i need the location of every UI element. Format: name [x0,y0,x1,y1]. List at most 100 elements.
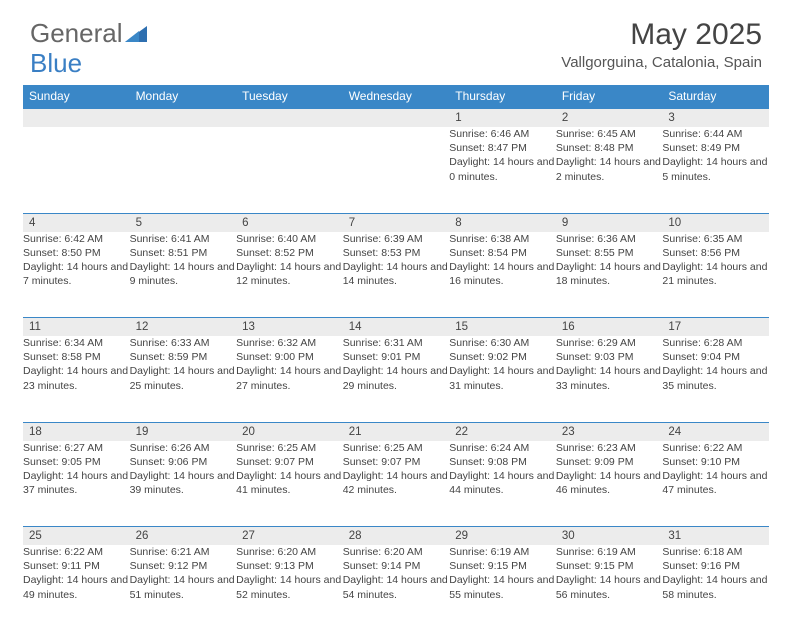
daylight-text: Daylight: 14 hours and 55 minutes. [449,573,556,601]
day-number-cell: 17 [662,318,769,337]
sunset-text: Sunset: 9:01 PM [343,350,450,364]
sunrise-text: Sunrise: 6:41 AM [130,232,237,246]
day-number-cell [23,108,130,127]
daylight-text: Daylight: 14 hours and 0 minutes. [449,155,556,183]
sunrise-text: Sunrise: 6:44 AM [662,127,769,141]
day-detail-cell: Sunrise: 6:26 AMSunset: 9:06 PMDaylight:… [130,441,237,527]
day-number-cell: 21 [343,422,450,441]
day-number-cell: 1 [449,108,556,127]
sunrise-text: Sunrise: 6:35 AM [662,232,769,246]
day-number-cell: 20 [236,422,343,441]
month-title: May 2025 [561,18,762,52]
day-number-cell: 26 [130,527,237,546]
day-number-cell: 24 [662,422,769,441]
daylight-text: Daylight: 14 hours and 46 minutes. [556,469,663,497]
weekday-header: Monday [130,85,237,108]
sunrise-text: Sunrise: 6:18 AM [662,545,769,559]
daylight-text: Daylight: 14 hours and 41 minutes. [236,469,343,497]
logo-text-general: General [30,18,123,49]
day-number-cell: 19 [130,422,237,441]
daylight-text: Daylight: 14 hours and 54 minutes. [343,573,450,601]
sunrise-text: Sunrise: 6:23 AM [556,441,663,455]
sunset-text: Sunset: 8:51 PM [130,246,237,260]
day-number-cell: 30 [556,527,663,546]
day-detail-cell [236,127,343,213]
daylight-text: Daylight: 14 hours and 52 minutes. [236,573,343,601]
daylight-text: Daylight: 14 hours and 2 minutes. [556,155,663,183]
sunset-text: Sunset: 9:03 PM [556,350,663,364]
sunset-text: Sunset: 9:16 PM [662,559,769,573]
sunset-text: Sunset: 9:09 PM [556,455,663,469]
day-number-cell: 14 [343,318,450,337]
logo-triangle-icon [125,24,147,44]
day-detail-cell: Sunrise: 6:30 AMSunset: 9:02 PMDaylight:… [449,336,556,422]
sunset-text: Sunset: 9:12 PM [130,559,237,573]
sunrise-text: Sunrise: 6:38 AM [449,232,556,246]
daylight-text: Daylight: 14 hours and 58 minutes. [662,573,769,601]
day-number-cell: 16 [556,318,663,337]
sunset-text: Sunset: 8:49 PM [662,141,769,155]
sunrise-text: Sunrise: 6:29 AM [556,336,663,350]
sunrise-text: Sunrise: 6:25 AM [343,441,450,455]
day-detail-row: Sunrise: 6:27 AMSunset: 9:05 PMDaylight:… [23,441,769,527]
sunset-text: Sunset: 8:53 PM [343,246,450,260]
sunset-text: Sunset: 9:06 PM [130,455,237,469]
sunrise-text: Sunrise: 6:32 AM [236,336,343,350]
day-number-cell: 4 [23,213,130,232]
day-detail-cell: Sunrise: 6:35 AMSunset: 8:56 PMDaylight:… [662,232,769,318]
day-detail-cell: Sunrise: 6:31 AMSunset: 9:01 PMDaylight:… [343,336,450,422]
sunset-text: Sunset: 8:48 PM [556,141,663,155]
day-number-cell: 2 [556,108,663,127]
sunrise-text: Sunrise: 6:24 AM [449,441,556,455]
day-number-cell: 9 [556,213,663,232]
daylight-text: Daylight: 14 hours and 31 minutes. [449,364,556,392]
day-number-cell [343,108,450,127]
weekday-row: SundayMondayTuesdayWednesdayThursdayFrid… [23,85,769,108]
weekday-header: Friday [556,85,663,108]
day-number-cell: 8 [449,213,556,232]
sunrise-text: Sunrise: 6:20 AM [236,545,343,559]
day-detail-cell: Sunrise: 6:19 AMSunset: 9:15 PMDaylight:… [556,545,663,631]
sunrise-text: Sunrise: 6:46 AM [449,127,556,141]
day-number-cell [130,108,237,127]
sunset-text: Sunset: 9:07 PM [343,455,450,469]
sunset-text: Sunset: 9:05 PM [23,455,130,469]
sunrise-text: Sunrise: 6:26 AM [130,441,237,455]
weekday-header: Thursday [449,85,556,108]
daylight-text: Daylight: 14 hours and 21 minutes. [662,260,769,288]
sunrise-text: Sunrise: 6:31 AM [343,336,450,350]
daylight-text: Daylight: 14 hours and 29 minutes. [343,364,450,392]
day-detail-cell: Sunrise: 6:18 AMSunset: 9:16 PMDaylight:… [662,545,769,631]
daylight-text: Daylight: 14 hours and 18 minutes. [556,260,663,288]
sunrise-text: Sunrise: 6:19 AM [556,545,663,559]
sunset-text: Sunset: 9:00 PM [236,350,343,364]
sunrise-text: Sunrise: 6:34 AM [23,336,130,350]
sunrise-text: Sunrise: 6:42 AM [23,232,130,246]
sunset-text: Sunset: 9:11 PM [23,559,130,573]
sunset-text: Sunset: 8:54 PM [449,246,556,260]
sunrise-text: Sunrise: 6:40 AM [236,232,343,246]
daylight-text: Daylight: 14 hours and 12 minutes. [236,260,343,288]
sunset-text: Sunset: 8:50 PM [23,246,130,260]
daylight-text: Daylight: 14 hours and 42 minutes. [343,469,450,497]
sunrise-text: Sunrise: 6:33 AM [130,336,237,350]
sunset-text: Sunset: 8:58 PM [23,350,130,364]
weekday-header: Tuesday [236,85,343,108]
day-number-cell: 11 [23,318,130,337]
day-number-cell: 23 [556,422,663,441]
day-number-cell: 15 [449,318,556,337]
daylight-text: Daylight: 14 hours and 14 minutes. [343,260,450,288]
sunset-text: Sunset: 9:07 PM [236,455,343,469]
sunrise-text: Sunrise: 6:30 AM [449,336,556,350]
day-number-cell: 25 [23,527,130,546]
day-detail-row: Sunrise: 6:42 AMSunset: 8:50 PM Daylight:… [23,232,769,318]
day-number-row: 45678910 [23,213,769,232]
daylight-text: Daylight: 14 hours and 27 minutes. [236,364,343,392]
title-block: May 2025 Vallgorguina, Catalonia, Spain [561,18,762,71]
calendar-head: SundayMondayTuesdayWednesdayThursdayFrid… [23,85,769,108]
day-number-cell: 18 [23,422,130,441]
day-detail-cell: Sunrise: 6:24 AMSunset: 9:08 PMDaylight:… [449,441,556,527]
day-detail-cell: Sunrise: 6:36 AMSunset: 8:55 PMDaylight:… [556,232,663,318]
day-detail-cell: Sunrise: 6:20 AMSunset: 9:14 PMDaylight:… [343,545,450,631]
day-number-cell: 28 [343,527,450,546]
